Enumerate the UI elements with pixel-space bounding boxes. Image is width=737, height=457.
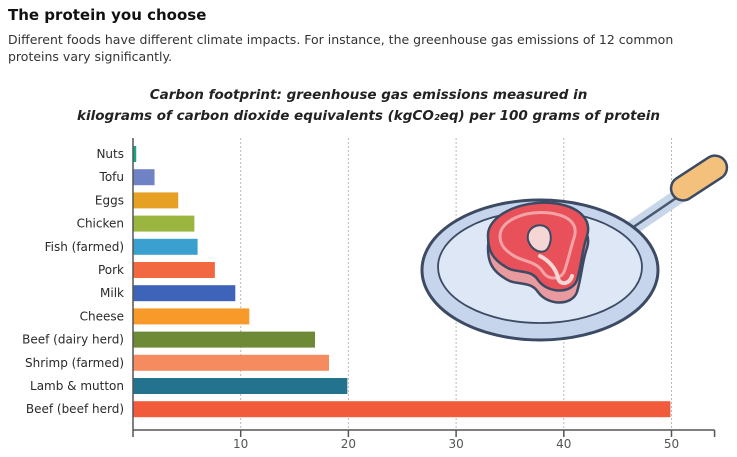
chart-title-line-2: kilograms of carbon dioxide equivalents … (77, 108, 660, 124)
x-tick-label: 30 (448, 437, 463, 451)
bar (133, 378, 348, 394)
category-label: Pork (98, 263, 124, 277)
category-label: Lamb & mutton (30, 379, 124, 393)
bar (133, 192, 179, 209)
bar (133, 354, 330, 371)
bar (133, 308, 250, 325)
bar (133, 215, 195, 232)
category-label: Tofu (99, 170, 124, 184)
bars (133, 146, 671, 418)
x-tick-label: 50 (664, 437, 679, 451)
bar (133, 401, 671, 418)
page-description: Different foods have different climate i… (8, 32, 674, 64)
x-tick-label: 20 (341, 437, 356, 451)
x-axis: 10 20 30 40 50 (132, 138, 716, 451)
category-label: Eggs (95, 193, 124, 207)
bar (133, 285, 236, 302)
chart-title-line-1: Carbon footprint: greenhouse gas emissio… (149, 87, 588, 103)
category-label: Shrimp (farmed) (25, 356, 124, 370)
category-label: Chicken (77, 217, 124, 231)
bar (133, 146, 137, 162)
category-label: Beef (beef herd) (26, 402, 124, 416)
category-labels: Nuts Tofu Eggs Chicken Fish (farmed) Pork Milk… (22, 147, 124, 416)
category-label: Fish (farmed) (45, 240, 124, 254)
bar (133, 262, 215, 278)
x-tick-label: 10 (233, 437, 248, 451)
x-tick-label: 40 (556, 437, 571, 451)
bar (133, 331, 316, 348)
category-label: Beef (dairy herd) (22, 333, 124, 347)
bar (133, 238, 198, 255)
category-label: Nuts (96, 147, 124, 161)
bar (133, 169, 155, 186)
chart-title: Carbon footprint: greenhouse gas emissio… (0, 85, 737, 127)
page-title: The protein you choose (8, 6, 207, 24)
category-label: Milk (100, 286, 124, 300)
steak-icon (486, 201, 590, 304)
category-label: Cheese (80, 309, 124, 323)
